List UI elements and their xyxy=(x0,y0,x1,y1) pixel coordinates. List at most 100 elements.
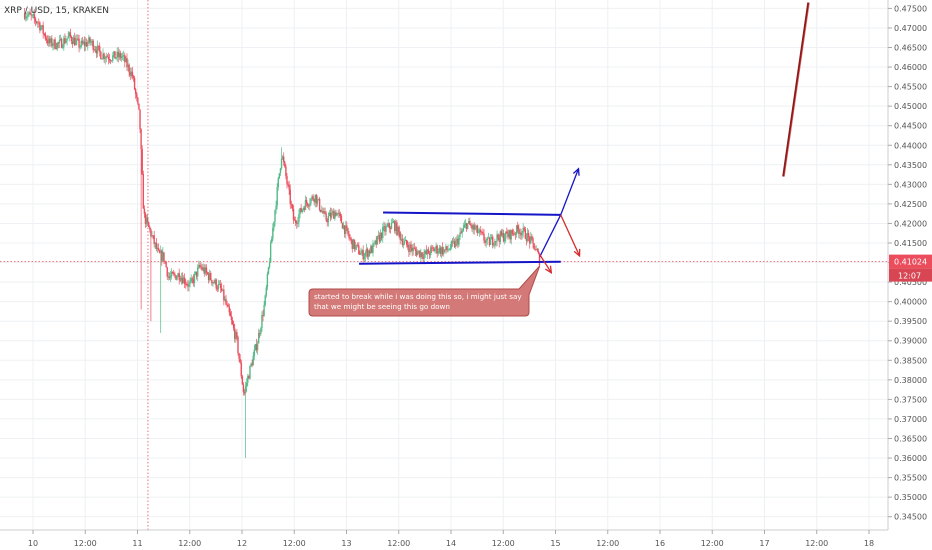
candle-body xyxy=(494,241,496,245)
candle-body xyxy=(502,233,505,242)
candle-body xyxy=(378,235,381,242)
candle-body xyxy=(114,51,116,59)
candle-body xyxy=(406,239,408,245)
candle-body xyxy=(383,226,385,227)
candle-body xyxy=(167,276,170,278)
candle-body xyxy=(51,38,53,47)
price-tick-label: 0.40500 xyxy=(894,278,927,287)
candle-body xyxy=(283,156,285,162)
candle-body xyxy=(428,253,431,256)
candle-body xyxy=(537,250,540,254)
candle-body xyxy=(324,211,326,214)
price-tick-label: 0.44500 xyxy=(894,122,927,131)
candle-body xyxy=(235,332,237,339)
candle-body xyxy=(495,241,497,242)
candle-body xyxy=(478,229,481,233)
candle-body xyxy=(29,12,31,15)
candle-body xyxy=(242,384,245,393)
candle-body xyxy=(486,237,488,241)
candle-body xyxy=(417,250,420,252)
candle-body xyxy=(323,211,325,214)
candle-body xyxy=(309,203,311,206)
candle-body xyxy=(194,271,197,274)
candle-body xyxy=(266,273,269,288)
candle-body xyxy=(291,204,294,209)
candle-body xyxy=(457,238,459,245)
candle-body xyxy=(39,22,41,31)
candle-body xyxy=(244,386,247,394)
candle-body xyxy=(28,12,30,15)
candle-body xyxy=(76,38,78,40)
candle-body xyxy=(77,38,79,40)
candle-body xyxy=(113,51,115,56)
time-tick-label: 10 xyxy=(28,539,38,548)
candle-body xyxy=(198,265,200,268)
candle-body xyxy=(352,239,355,249)
candle-body xyxy=(471,226,473,229)
candle-body xyxy=(246,382,248,387)
candle-body xyxy=(74,37,76,46)
candle-body xyxy=(501,233,504,236)
candle-body xyxy=(152,235,154,237)
candle-body xyxy=(341,223,344,229)
candle-body xyxy=(482,232,484,234)
candle-body xyxy=(316,199,319,204)
candle-body xyxy=(305,200,308,204)
candle-body xyxy=(257,333,260,344)
candle-body xyxy=(143,208,146,214)
candle-body xyxy=(133,77,136,90)
candle-body xyxy=(489,239,492,246)
candle-body xyxy=(321,210,323,212)
candle-body xyxy=(287,183,289,185)
candle-body xyxy=(296,222,298,224)
candle-body xyxy=(64,38,66,43)
candle-body xyxy=(218,284,221,285)
candle-body xyxy=(469,220,471,225)
candle-body xyxy=(169,276,172,278)
candle-body xyxy=(329,212,332,218)
candle-body xyxy=(126,58,128,68)
candle-body xyxy=(517,225,519,230)
time-tick-label: 15 xyxy=(550,539,560,548)
candle-body xyxy=(180,277,183,281)
candle-body xyxy=(527,232,530,237)
candle-body xyxy=(505,231,507,239)
price-tick-label: 0.38500 xyxy=(894,356,927,365)
upper-trendline xyxy=(383,211,561,216)
candle-body xyxy=(453,241,456,247)
candle-body xyxy=(520,232,522,236)
time-tick-label: 12:00 xyxy=(283,539,306,548)
candle-body xyxy=(234,328,236,339)
candle-body xyxy=(448,249,450,251)
candle-body xyxy=(223,289,225,301)
candle-body xyxy=(415,250,418,256)
candle-body xyxy=(308,205,310,207)
candle-body xyxy=(65,40,67,43)
candle-body xyxy=(394,221,396,231)
candle-body xyxy=(382,226,384,239)
candle-body xyxy=(400,238,402,240)
price-tick-label: 0.43500 xyxy=(894,161,927,170)
price-tick-label: 0.47500 xyxy=(894,4,927,13)
candle-body xyxy=(94,49,97,51)
candle-body xyxy=(112,55,114,61)
candle-body xyxy=(90,42,92,43)
candle-body xyxy=(229,312,232,317)
candle-body xyxy=(500,231,503,236)
candle-body xyxy=(175,275,177,280)
candle-body xyxy=(34,18,37,22)
candle-body xyxy=(253,349,256,356)
candle-body xyxy=(470,224,472,227)
candle-body xyxy=(222,289,224,291)
candle-body xyxy=(273,221,275,228)
price-tick-label: 0.43000 xyxy=(894,180,927,189)
candle-body xyxy=(137,97,139,104)
candle-body xyxy=(35,21,38,23)
candle-body xyxy=(348,233,350,238)
candle-body xyxy=(513,233,516,235)
candle-body xyxy=(414,248,417,251)
candlestick-series xyxy=(23,8,541,459)
candle-body xyxy=(183,277,186,284)
candle-body xyxy=(164,261,166,263)
